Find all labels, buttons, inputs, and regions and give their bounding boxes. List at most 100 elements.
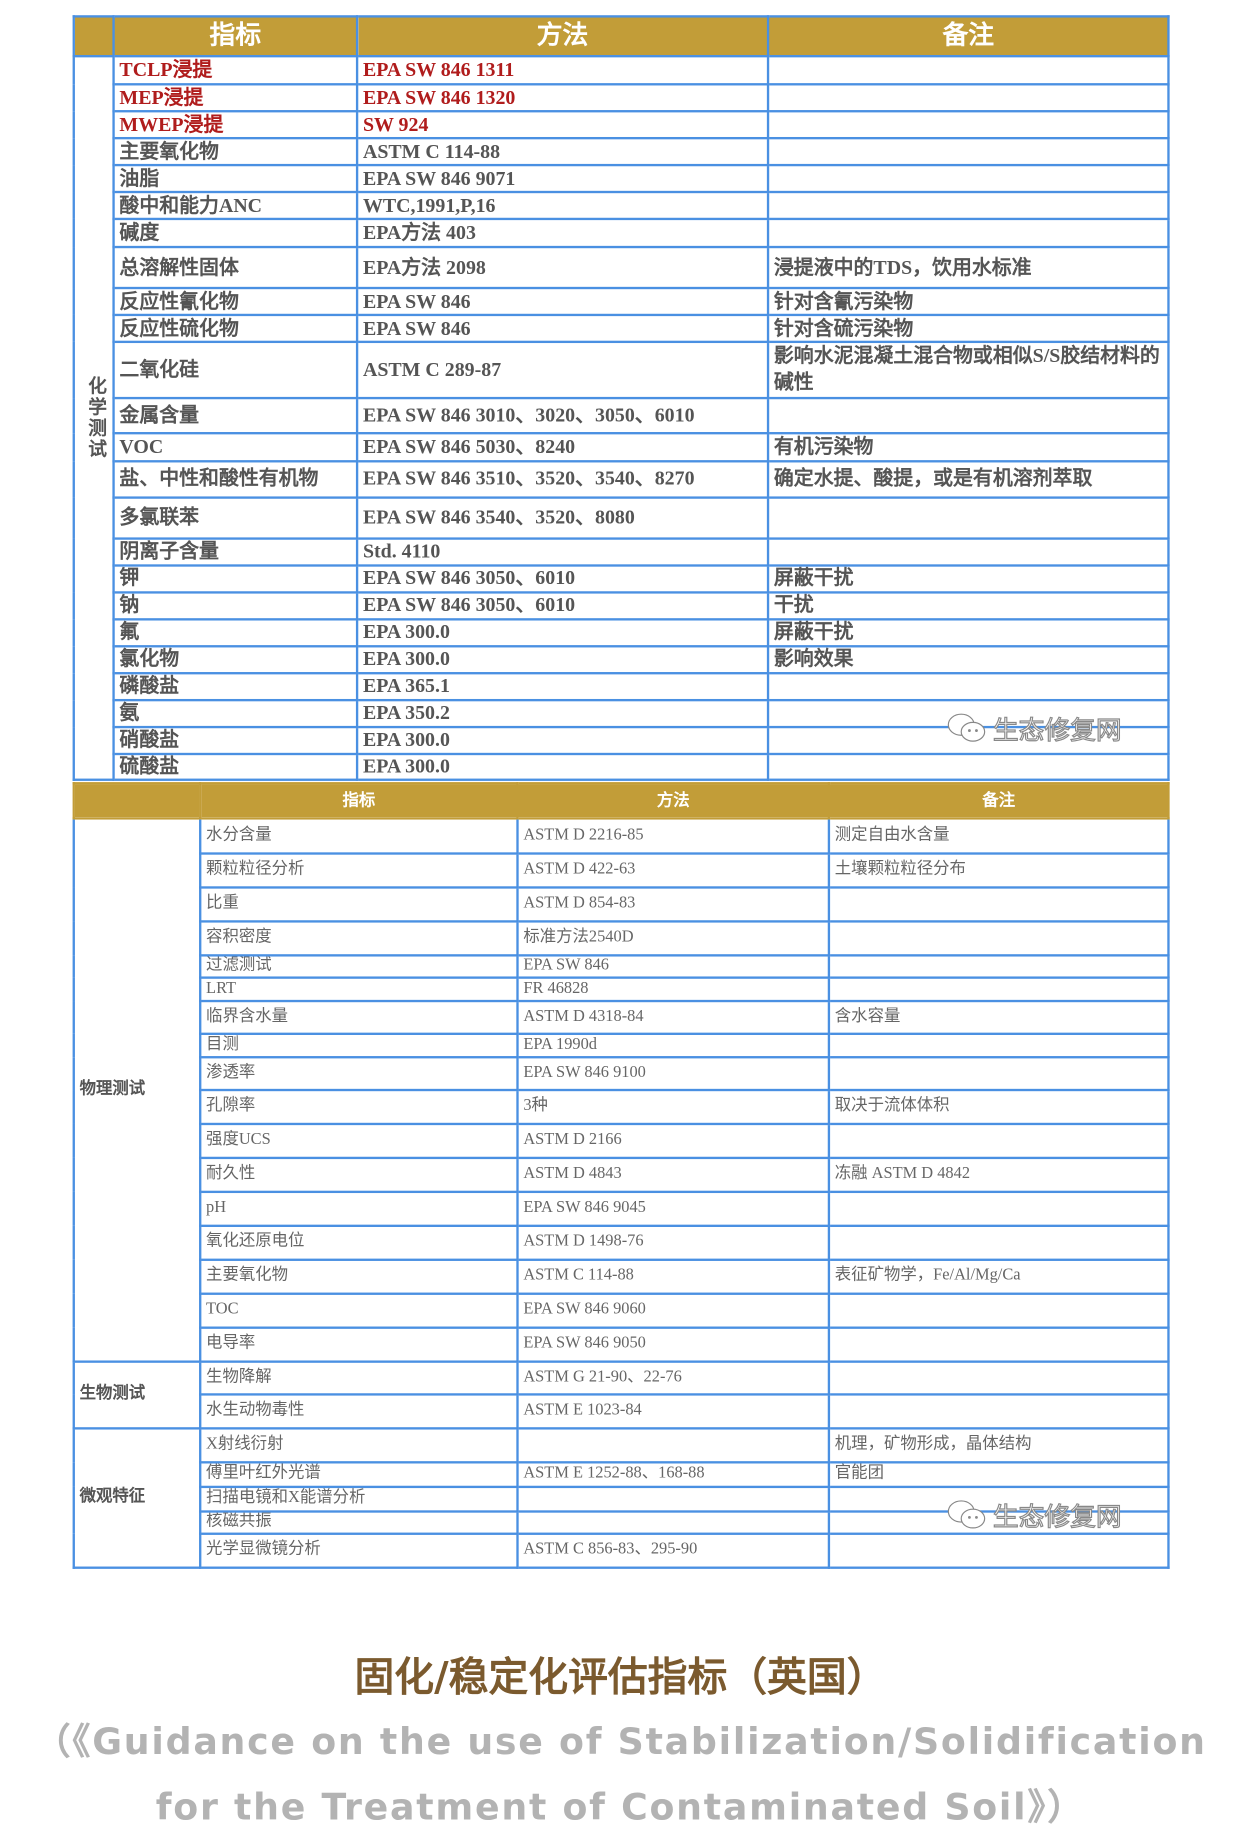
table-row: 钠 EPA SW 846 3050、6010 干扰	[74, 591, 1170, 621]
indicator-cell: 氨	[112, 698, 359, 729]
table-row: 比重 ASTM D 854-83	[74, 886, 1170, 923]
table-row: MWEP浸提 SW 924	[74, 110, 1170, 140]
table-header-row: 指标 方法 备注	[72, 15, 1170, 58]
indicator-cell: 渗透率	[199, 1056, 519, 1092]
method-cell: 3种	[516, 1088, 831, 1126]
method-cell: EPA SW 846	[355, 286, 770, 317]
header-method: 方法	[355, 15, 770, 58]
table-row: 过滤测试 EPA SW 846	[74, 954, 1170, 979]
method-cell: EPA SW 846 9050	[516, 1326, 831, 1363]
note-cell	[827, 1360, 1170, 1396]
method-cell: EPA方法 2098	[355, 245, 770, 290]
caption-title: 固化/稳定化评估指标（英国）	[354, 1654, 887, 1702]
indicator-cell: 孔隙率	[199, 1088, 519, 1126]
method-cell: EPA SW 846 1320	[355, 83, 770, 113]
table-row: 生物测试 生物降解 ASTM G 21-90、22-76	[72, 1360, 1170, 1430]
table-row: 反应性硫化物 EPA SW 846 针对含硫污染物	[74, 313, 1170, 344]
note-cell: 官能团	[827, 1461, 1170, 1489]
table-row: 光学显微镜分析 ASTM C 856-83、295-90	[74, 1532, 1170, 1569]
indicator-cell: 颗粒粒径分析	[199, 852, 519, 889]
indicator-cell: 临界含水量	[199, 999, 519, 1035]
indicator-cell: 光学显微镜分析	[199, 1532, 519, 1569]
caption-subtitle-line1: （《Guidance on the use of Stabilization/S…	[34, 1721, 1207, 1764]
caption-subtitle-line2: for the Treatment of Contaminated Soil》）	[155, 1786, 1086, 1829]
note-cell: 确定水提、酸提，或是有机溶剂萃取	[766, 459, 1170, 499]
indicator-cell: 电导率	[199, 1326, 519, 1363]
note-cell: 冻融 ASTM D 4842	[827, 1156, 1170, 1194]
table-row: 主要氧化物 ASTM C 114-88 表征矿物学，Fe/Al/Mg/Ca	[74, 1258, 1170, 1295]
table-row: 傅里叶红外光谱 ASTM E 1252-88、168-88 官能团	[74, 1461, 1170, 1489]
indicator-cell: X射线衍射	[199, 1427, 519, 1464]
note-cell: 针对含硫污染物	[766, 313, 1170, 344]
table-row: MEP浸提 EPA SW 846 1320	[74, 83, 1170, 113]
category-cell: 化学测试	[72, 55, 115, 781]
note-cell	[766, 752, 1170, 781]
method-cell: EPA SW 846 9100	[516, 1056, 831, 1092]
indicator-cell: 氟	[112, 618, 359, 648]
note-cell	[827, 1393, 1170, 1430]
note-cell	[766, 496, 1170, 540]
note-cell	[827, 886, 1170, 923]
indicator-cell: 反应性硫化物	[112, 313, 359, 344]
note-cell	[827, 1532, 1170, 1569]
table-row: 电导率 EPA SW 846 9050	[74, 1326, 1170, 1363]
indicator-cell: 水生动物毒性	[199, 1393, 519, 1430]
note-cell: 取决于流体体积	[827, 1088, 1170, 1126]
indicator-cell: 硫酸盐	[112, 752, 359, 781]
table-row: 磷酸盐 EPA 365.1	[74, 671, 1170, 702]
note-cell	[827, 954, 1170, 979]
indicator-cell: 容积密度	[199, 920, 519, 957]
indicator-cell: TOC	[199, 1292, 519, 1329]
method-cell: EPA 300.0	[355, 618, 770, 648]
method-cell: ASTM C 114-88	[516, 1258, 831, 1295]
table-row: 水生动物毒性 ASTM E 1023-84	[74, 1393, 1170, 1430]
header-note: 备注	[827, 782, 1170, 820]
indicator-cell: MWEP浸提	[112, 110, 359, 140]
table-row: 微观特征 X射线衍射 机理，矿物形成，晶体结构	[72, 1427, 1170, 1569]
method-cell: ASTM C 856-83、295-90	[516, 1532, 831, 1569]
wechat-icon	[947, 1500, 986, 1529]
method-cell: ASTM D 1498-76	[516, 1224, 831, 1261]
watermark-text: 生态修复网	[992, 716, 1122, 746]
indicator-cell: 傅里叶红外光谱	[199, 1461, 519, 1489]
header-note: 备注	[766, 15, 1170, 58]
indicator-cell: 钾	[112, 564, 359, 594]
note-cell	[827, 1032, 1170, 1059]
table-row: 耐久性 ASTM D 4843 冻融 ASTM D 4842	[74, 1156, 1170, 1194]
method-cell: EPA SW 846 5030、8240	[355, 431, 770, 463]
note-cell	[766, 671, 1170, 702]
note-cell: 干扰	[766, 591, 1170, 621]
method-cell: SW 924	[355, 110, 770, 140]
header-indicator: 指标	[112, 15, 359, 58]
table-row: 阴离子含量 Std. 4110	[74, 537, 1170, 567]
table-row: 盐、中性和酸性有机物 EPA SW 846 3510、3520、3540、8270…	[74, 459, 1170, 499]
note-cell	[827, 1485, 1170, 1513]
table-row: 总溶解性固体 EPA方法 2098 浸提液中的TDS，饮用水标准	[74, 245, 1170, 290]
note-cell	[827, 1190, 1170, 1227]
indicator-cell: 盐、中性和酸性有机物	[112, 459, 359, 499]
note-cell	[766, 396, 1170, 435]
indicator-cell: pH	[199, 1190, 519, 1227]
table-row: 油脂 EPA SW 846 9071	[74, 163, 1170, 194]
note-cell	[766, 55, 1170, 86]
indicator-cell: 油脂	[112, 163, 359, 194]
indicator-cell: 耐久性	[199, 1156, 519, 1194]
header-category	[72, 782, 202, 820]
method-cell: ASTM D 2216-85	[516, 817, 831, 855]
note-cell	[766, 217, 1170, 249]
watermark: 生态修复网	[946, 710, 1122, 747]
note-cell	[827, 920, 1170, 957]
note-cell: 针对含氰污染物	[766, 286, 1170, 317]
indicator-cell: 二氧化硅	[112, 340, 359, 400]
header-method: 方法	[516, 782, 831, 820]
indicator-cell: 反应性氰化物	[112, 286, 359, 317]
note-cell	[827, 1122, 1170, 1160]
method-cell: ASTM D 4843	[516, 1156, 831, 1194]
table-row: 扫描电镜和X能谱分析	[74, 1485, 1170, 1513]
indicator-cell: 强度UCS	[199, 1122, 519, 1160]
method-cell: ASTM D 4318-84	[516, 999, 831, 1035]
indicator-cell: 扫描电镜和X能谱分析	[199, 1485, 519, 1513]
table-row: 目测 EPA 1990d	[74, 1032, 1170, 1059]
note-cell: 屏蔽干扰	[766, 564, 1170, 594]
table-row: 硫酸盐 EPA 300.0	[74, 752, 1170, 781]
